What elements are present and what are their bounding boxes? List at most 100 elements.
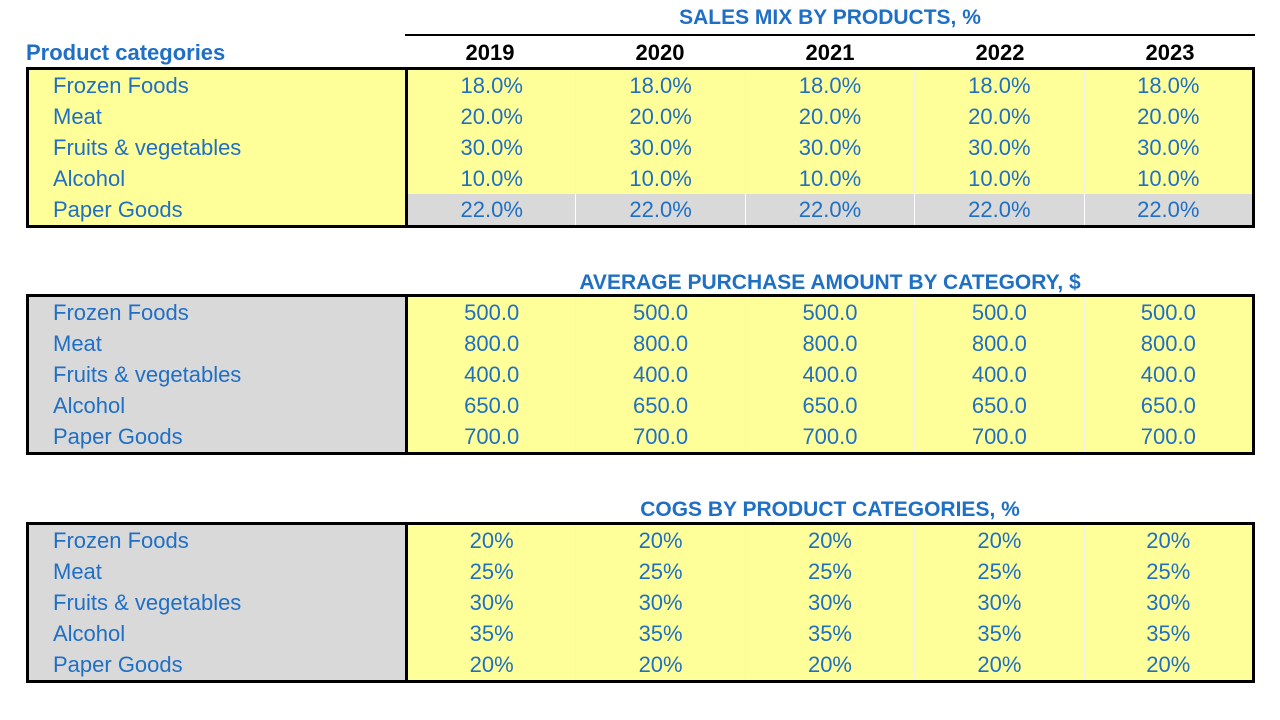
sales-mix-table: Frozen Foods 18.0% 18.0% 18.0% 18.0% 18.… xyxy=(26,67,1255,228)
value-cell[interactable]: 30.0% xyxy=(575,132,746,163)
row-label: Alcohol xyxy=(27,390,408,421)
value-cell[interactable]: 10.0% xyxy=(914,163,1085,194)
value-cell[interactable]: 800.0 xyxy=(745,328,916,359)
value-cell[interactable]: 18.0% xyxy=(406,68,577,101)
row-label: Paper Goods xyxy=(27,649,408,682)
value-cell[interactable]: 25% xyxy=(575,556,746,587)
value-cell[interactable]: 20% xyxy=(1084,523,1254,556)
value-cell[interactable]: 25% xyxy=(406,556,577,587)
value-cell[interactable]: 650.0 xyxy=(1084,390,1254,421)
value-cell[interactable]: 500.0 xyxy=(575,295,746,328)
value-cell[interactable]: 650.0 xyxy=(914,390,1085,421)
value-cell[interactable]: 20% xyxy=(914,649,1085,682)
value-cell[interactable]: 18.0% xyxy=(1084,68,1254,101)
value-cell[interactable]: 20% xyxy=(745,523,916,556)
value-cell[interactable]: 800.0 xyxy=(575,328,746,359)
computed-value-cell: 22.0% xyxy=(914,194,1085,227)
row-label: Frozen Foods xyxy=(27,523,408,556)
value-cell[interactable]: 400.0 xyxy=(1084,359,1254,390)
value-cell[interactable]: 18.0% xyxy=(575,68,746,101)
row-label: Paper Goods xyxy=(27,421,408,454)
value-cell[interactable]: 18.0% xyxy=(745,68,916,101)
value-cell[interactable]: 30% xyxy=(406,587,577,618)
value-cell[interactable]: 20.0% xyxy=(406,101,577,132)
table-row: Fruits & vegetables 400.0 400.0 400.0 40… xyxy=(27,359,1254,390)
value-cell[interactable]: 30% xyxy=(745,587,916,618)
value-cell[interactable]: 10.0% xyxy=(1084,163,1254,194)
value-cell[interactable]: 20% xyxy=(575,649,746,682)
row-label: Meat xyxy=(27,328,408,359)
value-cell[interactable]: 25% xyxy=(745,556,916,587)
value-cell[interactable]: 700.0 xyxy=(575,421,746,454)
computed-value-cell: 22.0% xyxy=(406,194,577,227)
row-label: Fruits & vegetables xyxy=(27,587,408,618)
value-cell[interactable]: 400.0 xyxy=(406,359,577,390)
year-header: 2023 xyxy=(1145,40,1195,65)
value-cell[interactable]: 800.0 xyxy=(406,328,577,359)
year-header-row: 2019 2020 2021 2022 2023 xyxy=(405,39,1255,67)
computed-value-cell: 22.0% xyxy=(575,194,746,227)
table-row: Meat 20.0% 20.0% 20.0% 20.0% 20.0% xyxy=(27,101,1254,132)
value-cell[interactable]: 30% xyxy=(575,587,746,618)
value-cell[interactable]: 500.0 xyxy=(406,295,577,328)
value-cell[interactable]: 400.0 xyxy=(575,359,746,390)
value-cell[interactable]: 20.0% xyxy=(745,101,916,132)
value-cell[interactable]: 500.0 xyxy=(745,295,916,328)
value-cell[interactable]: 20% xyxy=(575,523,746,556)
value-cell[interactable]: 20% xyxy=(914,523,1085,556)
row-label: Frozen Foods xyxy=(27,68,408,101)
value-cell[interactable]: 35% xyxy=(745,618,916,649)
value-cell[interactable]: 20.0% xyxy=(914,101,1085,132)
value-cell[interactable]: 10.0% xyxy=(745,163,916,194)
year-header: 2021 xyxy=(805,40,855,65)
value-cell[interactable]: 700.0 xyxy=(914,421,1085,454)
value-cell[interactable]: 20% xyxy=(406,523,577,556)
value-cell[interactable]: 18.0% xyxy=(914,68,1085,101)
value-cell[interactable]: 10.0% xyxy=(406,163,577,194)
value-cell[interactable]: 700.0 xyxy=(745,421,916,454)
avg-purchase-table: Frozen Foods 500.0 500.0 500.0 500.0 500… xyxy=(26,294,1255,455)
value-cell[interactable]: 20% xyxy=(406,649,577,682)
value-cell[interactable]: 30% xyxy=(914,587,1085,618)
value-cell[interactable]: 30.0% xyxy=(745,132,916,163)
table-row: Fruits & vegetables 30% 30% 30% 30% 30% xyxy=(27,587,1254,618)
value-cell[interactable]: 650.0 xyxy=(575,390,746,421)
year-header: 2020 xyxy=(635,40,685,65)
sales-mix-title-rule xyxy=(405,34,1255,36)
row-label: Meat xyxy=(27,556,408,587)
value-cell[interactable]: 25% xyxy=(914,556,1085,587)
value-cell[interactable]: 20.0% xyxy=(575,101,746,132)
value-cell[interactable]: 30.0% xyxy=(1084,132,1254,163)
value-cell[interactable]: 30.0% xyxy=(406,132,577,163)
table-row: Paper Goods 22.0% 22.0% 22.0% 22.0% 22.0… xyxy=(27,194,1254,227)
value-cell[interactable]: 25% xyxy=(1084,556,1254,587)
value-cell[interactable]: 20% xyxy=(1084,649,1254,682)
product-categories-header: Product categories xyxy=(26,40,226,65)
computed-value-cell: 22.0% xyxy=(745,194,916,227)
value-cell[interactable]: 20.0% xyxy=(1084,101,1254,132)
value-cell[interactable]: 500.0 xyxy=(1084,295,1254,328)
value-cell[interactable]: 700.0 xyxy=(406,421,577,454)
cogs-table: Frozen Foods 20% 20% 20% 20% 20% Meat 25… xyxy=(26,522,1255,683)
value-cell[interactable]: 20% xyxy=(745,649,916,682)
table-row: Fruits & vegetables 30.0% 30.0% 30.0% 30… xyxy=(27,132,1254,163)
value-cell[interactable]: 35% xyxy=(575,618,746,649)
value-cell[interactable]: 35% xyxy=(1084,618,1254,649)
value-cell[interactable]: 800.0 xyxy=(914,328,1085,359)
value-cell[interactable]: 30.0% xyxy=(914,132,1085,163)
value-cell[interactable]: 800.0 xyxy=(1084,328,1254,359)
table-row: Frozen Foods 500.0 500.0 500.0 500.0 500… xyxy=(27,295,1254,328)
value-cell[interactable]: 30% xyxy=(1084,587,1254,618)
computed-value-cell: 22.0% xyxy=(1084,194,1254,227)
value-cell[interactable]: 650.0 xyxy=(406,390,577,421)
value-cell[interactable]: 700.0 xyxy=(1084,421,1254,454)
value-cell[interactable]: 35% xyxy=(914,618,1085,649)
value-cell[interactable]: 650.0 xyxy=(745,390,916,421)
value-cell[interactable]: 500.0 xyxy=(914,295,1085,328)
value-cell[interactable]: 400.0 xyxy=(914,359,1085,390)
value-cell[interactable]: 10.0% xyxy=(575,163,746,194)
table-row: Paper Goods 700.0 700.0 700.0 700.0 700.… xyxy=(27,421,1254,454)
value-cell[interactable]: 400.0 xyxy=(745,359,916,390)
value-cell[interactable]: 35% xyxy=(406,618,577,649)
row-label: Fruits & vegetables xyxy=(27,132,408,163)
